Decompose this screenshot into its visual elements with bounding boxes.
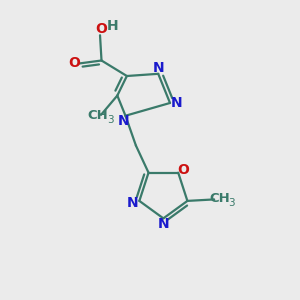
Text: 3: 3 [107,115,114,125]
Text: O: O [68,56,80,70]
Text: 3: 3 [228,198,235,208]
Text: N: N [158,217,170,231]
Text: N: N [118,114,130,128]
Text: O: O [96,22,107,36]
Text: H: H [107,19,118,33]
Text: O: O [178,163,190,177]
Text: N: N [153,61,165,76]
Text: CH: CH [87,109,108,122]
Text: CH: CH [209,192,230,205]
Text: N: N [171,96,182,110]
Text: N: N [127,196,139,210]
